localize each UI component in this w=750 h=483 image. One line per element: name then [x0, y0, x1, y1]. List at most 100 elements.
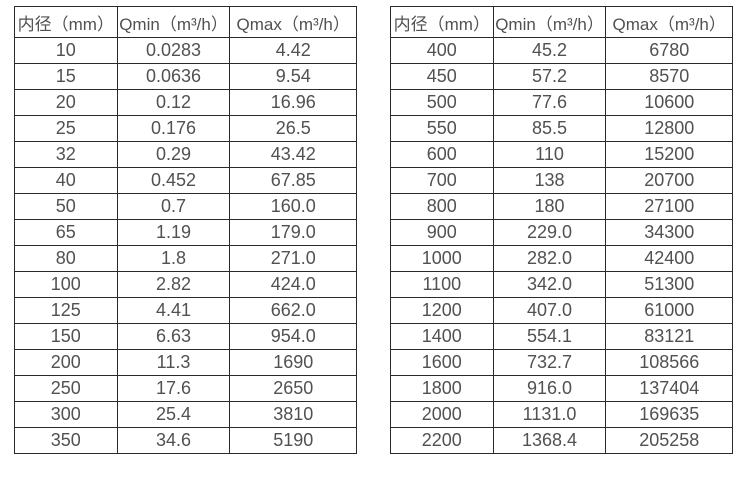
table-cell: 16.96 — [229, 89, 357, 116]
table-cell: 65 — [14, 219, 118, 246]
table-cell: 1200 — [390, 297, 494, 324]
table-row: 10 0.0283 4.42 — [14, 37, 357, 64]
table-cell: 1.19 — [116, 219, 231, 246]
table-header-row: 内径（mm） Qmin（m³/h） Qmax（m³/h） — [14, 6, 357, 38]
table-cell: 10600 — [605, 89, 733, 116]
table-cell: 20700 — [605, 167, 733, 194]
table-row: 1800 916.0 137404 — [390, 375, 733, 402]
table-cell: 51300 — [605, 271, 733, 298]
table-cell: 1131.0 — [492, 401, 607, 428]
table-cell: 15 — [14, 63, 118, 90]
table-row: 15 0.0636 9.54 — [14, 63, 357, 90]
table-row: 65 1.19 179.0 — [14, 219, 357, 246]
table-cell: 83121 — [605, 323, 733, 350]
table-cell: 138 — [492, 167, 607, 194]
table-cell: 2000 — [390, 401, 494, 428]
table-cell: 125 — [14, 297, 118, 324]
table-cell: 550 — [390, 115, 494, 142]
table-cell: 1.8 — [116, 245, 231, 272]
table-cell: 15200 — [605, 141, 733, 168]
table-cell: 205258 — [605, 427, 733, 454]
table-row: 100 2.82 424.0 — [14, 271, 357, 298]
column-header-qmax: Qmax（m³/h） — [605, 6, 733, 38]
table-cell: 169635 — [605, 401, 733, 428]
table-row: 350 34.6 5190 — [14, 427, 357, 454]
table-cell: 1690 — [229, 349, 357, 376]
table-row: 80 1.8 271.0 — [14, 245, 357, 272]
table-cell: 954.0 — [229, 323, 357, 350]
table-header-row: 内径（mm） Qmin（m³/h） Qmax（m³/h） — [390, 6, 733, 38]
table-cell: 282.0 — [492, 245, 607, 272]
table-row: 200 11.3 1690 — [14, 349, 357, 376]
table-cell: 700 — [390, 167, 494, 194]
table-cell: 4.42 — [229, 37, 357, 64]
table-cell: 10 — [14, 37, 118, 64]
table-cell: 180 — [492, 193, 607, 220]
table-row: 150 6.63 954.0 — [14, 323, 357, 350]
table-cell: 350 — [14, 427, 118, 454]
table-cell: 342.0 — [492, 271, 607, 298]
table-cell: 80 — [14, 245, 118, 272]
table-cell: 25 — [14, 115, 118, 142]
table-row: 1100 342.0 51300 — [390, 271, 733, 298]
table-cell: 32 — [14, 141, 118, 168]
table-cell: 4.41 — [116, 297, 231, 324]
table-cell: 0.0283 — [116, 37, 231, 64]
table-cell: 2650 — [229, 375, 357, 402]
table-cell: 900 — [390, 219, 494, 246]
table-cell: 732.7 — [492, 349, 607, 376]
table-row: 400 45.2 6780 — [390, 37, 733, 64]
table-cell: 11.3 — [116, 349, 231, 376]
table-cell: 1100 — [390, 271, 494, 298]
table-row: 300 25.4 3810 — [14, 401, 357, 428]
table-row: 250 17.6 2650 — [14, 375, 357, 402]
table-row: 1200 407.0 61000 — [390, 297, 733, 324]
table-row: 50 0.7 160.0 — [14, 193, 357, 220]
table-cell: 20 — [14, 89, 118, 116]
table-row: 1400 554.1 83121 — [390, 323, 733, 350]
table-cell: 34.6 — [116, 427, 231, 454]
table-cell: 26.5 — [229, 115, 357, 142]
table-cell: 108566 — [605, 349, 733, 376]
table-cell: 27100 — [605, 193, 733, 220]
table-cell: 25.4 — [116, 401, 231, 428]
table-cell: 34300 — [605, 219, 733, 246]
column-header-qmin: Qmin（m³/h） — [492, 6, 607, 38]
table-cell: 0.7 — [116, 193, 231, 220]
table-cell: 0.12 — [116, 89, 231, 116]
table-cell: 100 — [14, 271, 118, 298]
table-cell: 6780 — [605, 37, 733, 64]
table-cell: 179.0 — [229, 219, 357, 246]
table-row: 700 138 20700 — [390, 167, 733, 194]
table-cell: 3810 — [229, 401, 357, 428]
table-cell: 2200 — [390, 427, 494, 454]
table-cell: 2.82 — [116, 271, 231, 298]
table-cell: 8570 — [605, 63, 733, 90]
table-cell: 5190 — [229, 427, 357, 454]
table-cell: 229.0 — [492, 219, 607, 246]
table-row: 20 0.12 16.96 — [14, 89, 357, 116]
table-cell: 12800 — [605, 115, 733, 142]
table-row: 450 57.2 8570 — [390, 63, 733, 90]
table-row: 32 0.29 43.42 — [14, 141, 357, 168]
table-row: 500 77.6 10600 — [390, 89, 733, 116]
table-cell: 424.0 — [229, 271, 357, 298]
table-cell: 250 — [14, 375, 118, 402]
table-cell: 554.1 — [492, 323, 607, 350]
table-row: 550 85.5 12800 — [390, 115, 733, 142]
table-row: 2200 1368.4 205258 — [390, 427, 733, 454]
table-cell: 450 — [390, 63, 494, 90]
table-cell: 9.54 — [229, 63, 357, 90]
table-cell: 200 — [14, 349, 118, 376]
table-cell: 0.176 — [116, 115, 231, 142]
table-cell: 1400 — [390, 323, 494, 350]
table-row: 1600 732.7 108566 — [390, 349, 733, 376]
table-cell: 160.0 — [229, 193, 357, 220]
table-cell: 1800 — [390, 375, 494, 402]
flow-range-table-small-diameters: 内径（mm） Qmin（m³/h） Qmax（m³/h） 10 0.0283 4.4… — [14, 6, 357, 454]
table-cell: 6.63 — [116, 323, 231, 350]
table-row: 800 180 27100 — [390, 193, 733, 220]
table-cell: 600 — [390, 141, 494, 168]
table-cell: 300 — [14, 401, 118, 428]
